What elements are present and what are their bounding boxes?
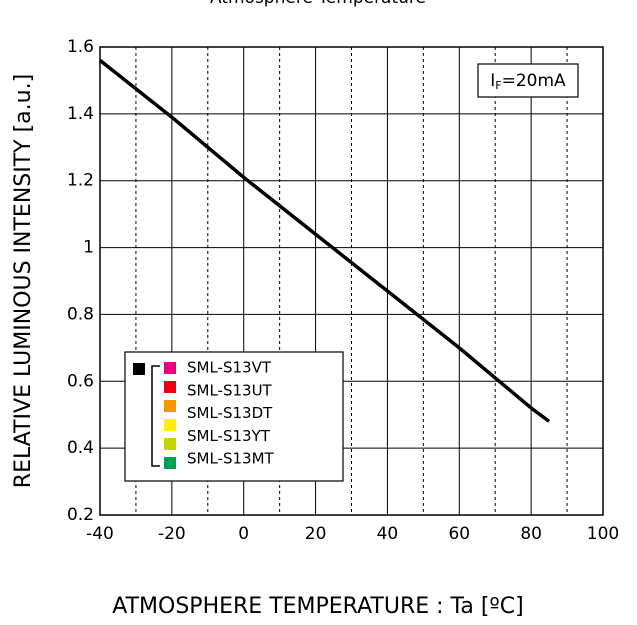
y-tick-label: 0.2	[67, 505, 94, 525]
legend-label: SML-S13VT	[187, 359, 272, 377]
x-tick-label: 0	[238, 524, 249, 544]
y-tick-label: 1	[83, 238, 94, 258]
annotation-box	[477, 63, 579, 98]
data-line	[98, 58, 551, 423]
legend-swatch	[164, 400, 176, 412]
x-tick-label: 80	[520, 524, 542, 544]
legend-swatch	[164, 419, 176, 431]
y-tick-label: 0.4	[67, 438, 94, 458]
x-tick-label: 100	[587, 524, 619, 544]
legend-label: SML-S13UT	[187, 381, 273, 399]
legend-label: SML-S13MT	[187, 450, 275, 468]
y-tick-label: 0.6	[67, 371, 94, 391]
chart-title: Atmosphere Temperature	[210, 0, 426, 8]
x-tick-label: 60	[448, 524, 470, 544]
legend-line-swatch	[133, 363, 145, 375]
legend-label: SML-S13DT	[187, 404, 273, 422]
legend-bracket	[151, 365, 160, 467]
legend-swatch	[164, 362, 176, 374]
legend-label: SML-S13YT	[187, 427, 271, 445]
annotation-part: F	[495, 79, 501, 92]
x-tick-label: 20	[305, 524, 327, 544]
legend-swatch	[164, 381, 176, 393]
legend-box	[124, 351, 344, 482]
y-tick-label: 1.4	[67, 104, 94, 124]
x-axis-label: ATMOSPHERE TEMPERATURE : Ta [ºC]	[112, 594, 523, 619]
y-tick-label: 0.8	[67, 304, 94, 324]
x-tick-label: -40	[86, 524, 114, 544]
plot-frame	[99, 46, 604, 516]
y-tick-label: 1.2	[67, 171, 94, 191]
annotation: IF=20mA	[490, 71, 566, 92]
x-tick-label: 40	[377, 524, 399, 544]
legend-swatch	[164, 438, 176, 450]
annotation-part: I	[490, 71, 495, 91]
x-tick-label: -20	[158, 524, 186, 544]
y-axis-label: RELATIVE LUMINOUS INTENSITY [a.u.]	[11, 74, 36, 488]
annotation-part: =20mA	[502, 71, 566, 91]
legend-swatch	[164, 457, 176, 469]
y-tick-label: 1.6	[67, 37, 94, 57]
